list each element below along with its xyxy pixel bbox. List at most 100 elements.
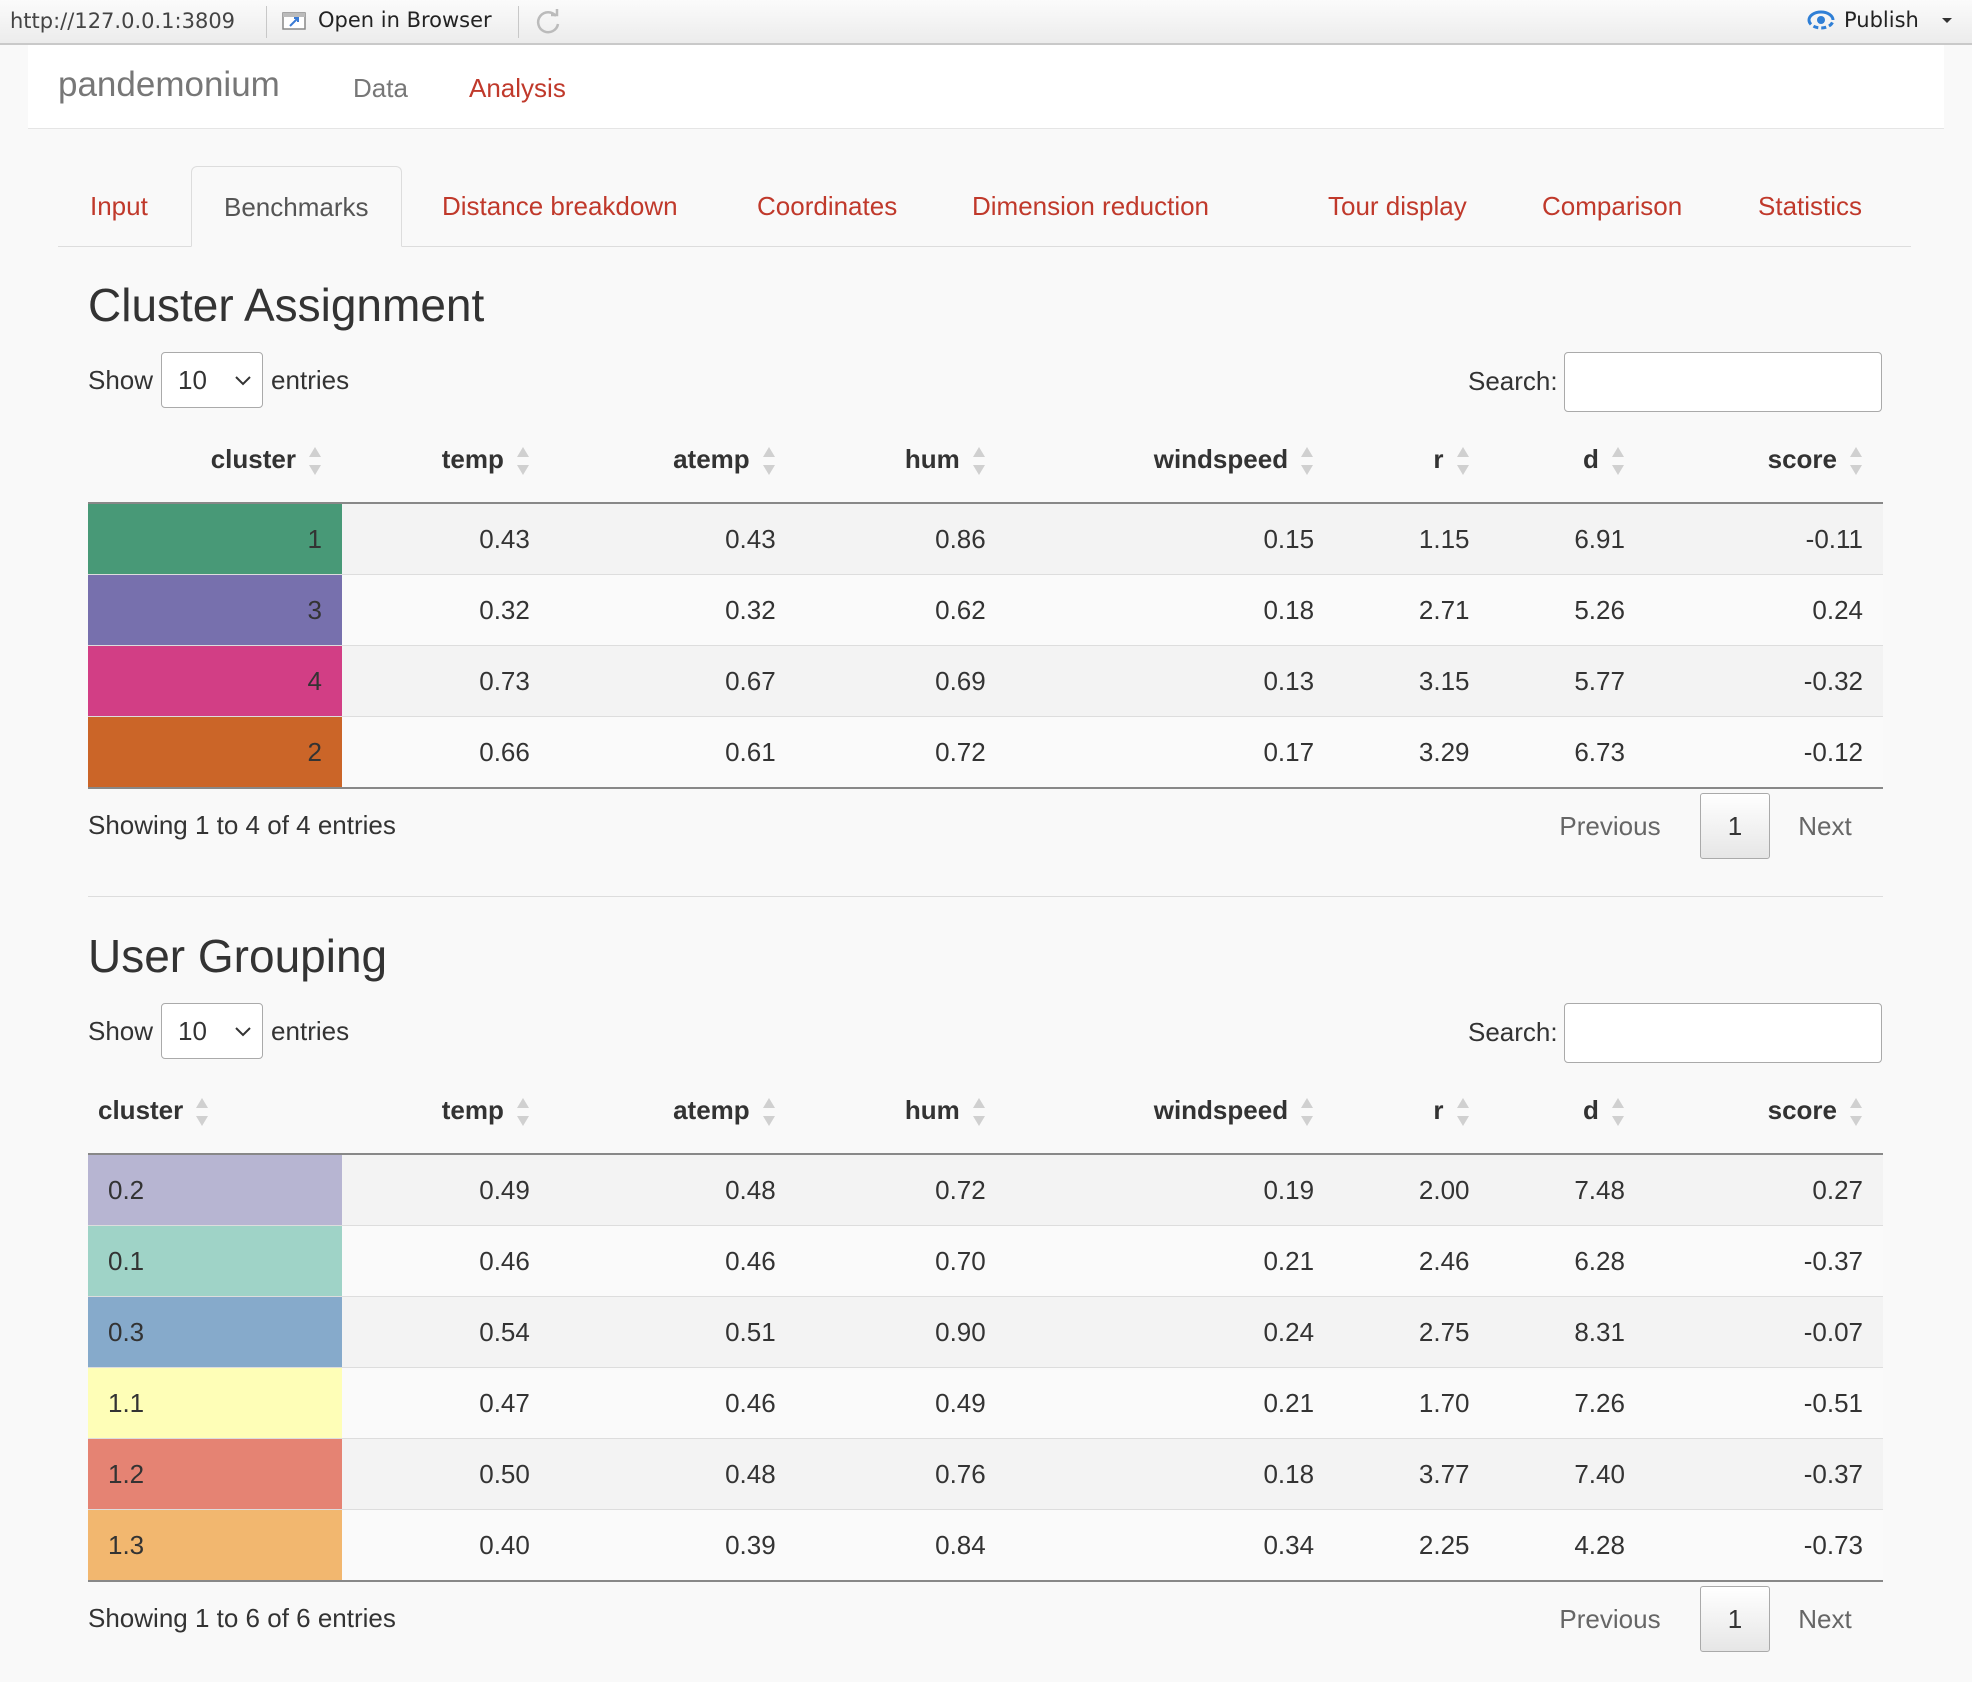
nav-link-analysis[interactable]: Analysis: [469, 73, 566, 103]
table-row[interactable]: 0.2 0.49 0.48 0.72 0.19 2.00 7.48 0.27: [88, 1153, 1883, 1226]
column-header-atemp[interactable]: atemp: [549, 420, 796, 504]
column-header-label: temp: [441, 1094, 504, 1125]
previous-button[interactable]: Previous: [1559, 1603, 1661, 1634]
cell-score: -0.11: [1644, 502, 1883, 575]
column-header-cluster[interactable]: cluster: [88, 420, 342, 504]
table-row[interactable]: 1 0.43 0.43 0.86 0.15 1.15 6.91 -0.11: [88, 502, 1883, 575]
column-header-temp[interactable]: temp: [341, 1071, 550, 1155]
publish-label: Publish: [1844, 8, 1919, 32]
url-label: http://127.0.0.1:3809: [10, 9, 236, 33]
cell-d: 5.77: [1489, 645, 1645, 717]
column-header-r[interactable]: r: [1334, 1071, 1490, 1155]
cell-temp: 0.66: [341, 716, 550, 789]
sort-icon: [1611, 1098, 1624, 1127]
cell-score: -0.32: [1644, 645, 1883, 717]
column-header-d[interactable]: d: [1489, 420, 1645, 504]
table-info: Showing 1 to 6 of 6 entries: [88, 1603, 396, 1633]
entries-label: entries: [271, 1015, 350, 1046]
tab-comparison[interactable]: Comparison: [1542, 191, 1683, 221]
table-row[interactable]: 4 0.73 0.67 0.69 0.13 3.15 5.77 -0.32: [88, 645, 1883, 717]
table-row[interactable]: 0.1 0.46 0.46 0.70 0.21 2.46 6.28 -0.37: [88, 1225, 1883, 1297]
page-button-current[interactable]: 1: [1700, 1586, 1770, 1652]
app-navbar: pandemonium Data Analysis: [28, 45, 1944, 129]
toolbar-divider: [518, 6, 519, 38]
cell-r: 2.75: [1334, 1296, 1490, 1368]
tab-input[interactable]: Input: [90, 191, 148, 221]
table-row[interactable]: 0.3 0.54 0.51 0.90 0.24 2.75 8.31 -0.07: [88, 1296, 1883, 1368]
refresh-icon[interactable]: [533, 7, 563, 43]
tab-tour-display[interactable]: Tour display: [1328, 191, 1467, 221]
cell-temp: 0.40: [341, 1509, 550, 1582]
cell-d: 7.40: [1489, 1438, 1645, 1510]
column-header-windspeed[interactable]: windspeed: [1005, 420, 1335, 504]
column-header-windspeed[interactable]: windspeed: [1005, 1071, 1335, 1155]
table-row[interactable]: 3 0.32 0.32 0.62 0.18 2.71 5.26 0.24: [88, 574, 1883, 646]
entries-select[interactable]: 10: [161, 352, 264, 408]
cluster-cell: 0.2: [88, 1153, 342, 1226]
tab-statistics[interactable]: Statistics: [1758, 191, 1863, 221]
column-header-hum[interactable]: hum: [795, 420, 1006, 504]
table-row[interactable]: 2 0.66 0.61 0.72 0.17 3.29 6.73 -0.12: [88, 716, 1883, 789]
entries-select[interactable]: 10: [161, 1003, 264, 1059]
section-title: User Grouping: [88, 930, 388, 982]
open-in-browser-label: Open in Browser: [318, 8, 492, 32]
cell-hum: 0.90: [795, 1296, 1006, 1368]
cell-d: 6.73: [1489, 716, 1645, 789]
cell-atemp: 0.48: [549, 1438, 796, 1510]
cell-temp: 0.49: [341, 1153, 550, 1226]
table-row[interactable]: 1.3 0.40 0.39 0.84 0.34 2.25 4.28 -0.73: [88, 1509, 1883, 1582]
table-row[interactable]: 1.2 0.50 0.48 0.76 0.18 3.77 7.40 -0.37: [88, 1438, 1883, 1510]
tab-benchmarks[interactable]: Benchmarks: [191, 166, 402, 247]
cell-hum: 0.49: [795, 1367, 1006, 1439]
show-label: Show: [88, 1015, 154, 1046]
column-header-label: d: [1583, 1094, 1599, 1125]
column-header-label: score: [1767, 443, 1837, 474]
previous-button[interactable]: Previous: [1559, 810, 1661, 841]
cell-d: 6.28: [1489, 1225, 1645, 1297]
tab-dimension-reduction[interactable]: Dimension reduction: [972, 191, 1210, 221]
column-header-d[interactable]: d: [1489, 1071, 1645, 1155]
page-button-current[interactable]: 1: [1700, 793, 1770, 859]
cell-temp: 0.73: [341, 645, 550, 717]
section-title: Cluster Assignment: [88, 279, 485, 331]
publish-button[interactable]: Publish: [1806, 8, 1957, 32]
cell-atemp: 0.67: [549, 645, 796, 717]
column-header-temp[interactable]: temp: [341, 420, 550, 504]
column-header-cluster[interactable]: cluster: [88, 1071, 342, 1155]
cell-score: -0.37: [1644, 1438, 1883, 1510]
app-brand[interactable]: pandemonium: [58, 65, 280, 104]
column-header-label: r: [1433, 443, 1444, 474]
column-header-r[interactable]: r: [1334, 420, 1490, 504]
chevron-down-icon[interactable]: [1937, 10, 1957, 30]
tab-coordinates[interactable]: Coordinates: [757, 191, 898, 221]
cell-windspeed: 0.18: [1005, 574, 1335, 646]
cell-atemp: 0.51: [549, 1296, 796, 1368]
open-in-browser-button[interactable]: Open in Browser: [282, 8, 492, 32]
sort-icon: [1850, 1098, 1862, 1127]
column-header-atemp[interactable]: atemp: [549, 1071, 796, 1155]
table-row[interactable]: 1.1 0.47 0.46 0.49 0.21 1.70 7.26 -0.51: [88, 1367, 1883, 1439]
sort-icon: [1850, 447, 1862, 476]
cell-hum: 0.86: [795, 502, 1006, 575]
next-button[interactable]: Next: [1798, 1603, 1852, 1634]
column-header-hum[interactable]: hum: [795, 1071, 1006, 1155]
tab-bar: Input Benchmarks Distance breakdown Coor…: [58, 166, 1911, 247]
nav-link-data[interactable]: Data: [353, 73, 408, 103]
cell-score: 0.27: [1644, 1153, 1883, 1226]
cluster-cell: 2: [88, 716, 342, 789]
cell-d: 4.28: [1489, 1509, 1645, 1582]
entries-label: entries: [271, 364, 350, 395]
tab-distance-breakdown[interactable]: Distance breakdown: [442, 191, 678, 221]
column-header-label: temp: [441, 443, 504, 474]
next-button[interactable]: Next: [1798, 810, 1852, 841]
entries-length-control: Show 10 entries: [88, 352, 349, 408]
cell-r: 3.15: [1334, 645, 1490, 717]
column-header-score[interactable]: score: [1644, 420, 1883, 504]
column-header-label: r: [1433, 1094, 1444, 1125]
chevron-down-icon: [235, 1027, 251, 1037]
column-header-score[interactable]: score: [1644, 1071, 1883, 1155]
show-label: Show: [88, 364, 154, 395]
cell-d: 6.91: [1489, 502, 1645, 575]
search-input[interactable]: [1564, 1003, 1882, 1063]
search-input[interactable]: [1564, 352, 1882, 412]
